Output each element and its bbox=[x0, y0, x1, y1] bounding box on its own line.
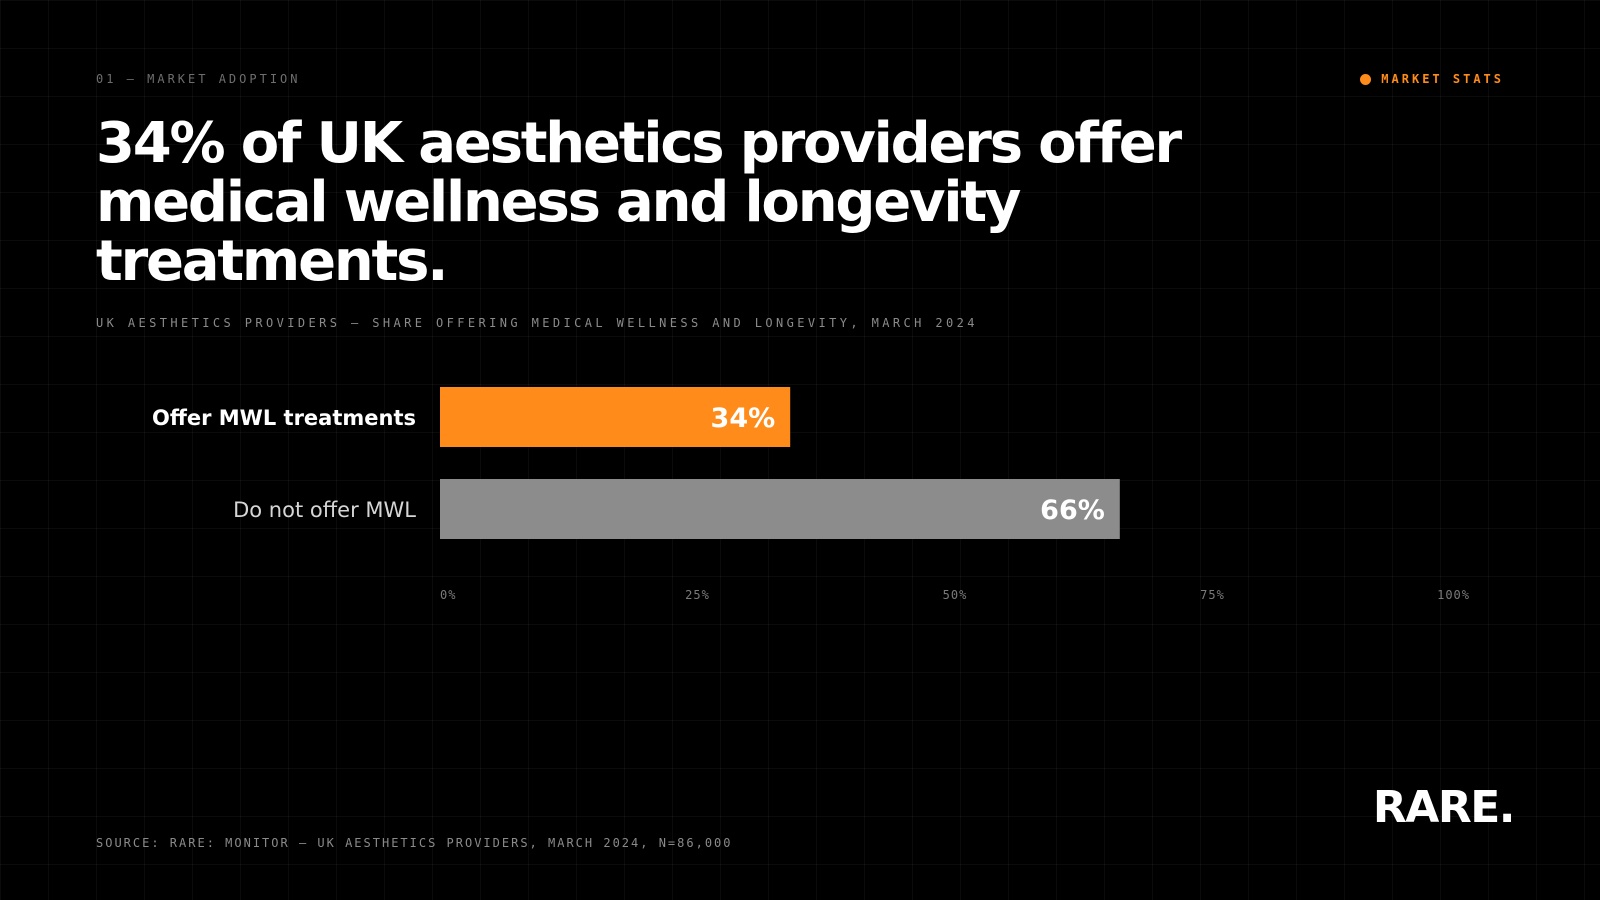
x-tick-label: 0% bbox=[440, 588, 456, 602]
category-label: Offer MWL treatments bbox=[152, 406, 416, 430]
page-title: 34% of UK aesthetics providers offer med… bbox=[96, 111, 1182, 294]
x-tick-label: 100% bbox=[1437, 588, 1470, 602]
chart-subtitle: UK AESTHETICS PROVIDERS — SHARE OFFERING… bbox=[96, 316, 978, 330]
bar-value-label: 66% bbox=[1040, 495, 1105, 526]
source-note: SOURCE: RARE: MONITOR — UK AESTHETICS PR… bbox=[96, 836, 733, 850]
rare-logo: RARE. bbox=[1372, 782, 1516, 833]
market-stats-badge: MARKET STATS bbox=[1360, 72, 1504, 86]
category-label: Do not offer MWL bbox=[233, 498, 416, 522]
bar-value-label: 34% bbox=[711, 403, 776, 434]
bar-1 bbox=[440, 387, 791, 447]
x-tick-label: 50% bbox=[943, 588, 968, 602]
badge-label: MARKET STATS bbox=[1381, 72, 1504, 86]
bar-2 bbox=[440, 479, 1120, 539]
badge-dot-icon bbox=[1360, 73, 1372, 85]
x-tick-label: 25% bbox=[685, 588, 710, 602]
section-eyebrow: 01 — MARKET ADOPTION bbox=[96, 72, 301, 86]
x-tick-label: 75% bbox=[1200, 588, 1225, 602]
